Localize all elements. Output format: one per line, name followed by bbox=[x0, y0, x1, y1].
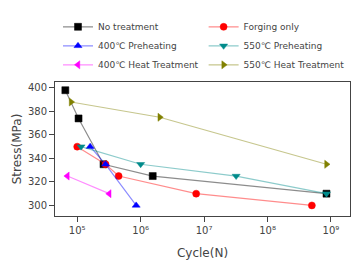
svg-text:10⁷: 10⁷ bbox=[196, 225, 213, 236]
svg-text:550℃ Heat Treatment: 550℃ Heat Treatment bbox=[244, 60, 345, 70]
svg-text:360: 360 bbox=[28, 129, 47, 140]
svg-text:320: 320 bbox=[28, 176, 47, 187]
svg-text:10⁵: 10⁵ bbox=[69, 225, 86, 236]
svg-text:Stress(MPa): Stress(MPa) bbox=[10, 114, 24, 185]
svg-text:300: 300 bbox=[28, 200, 47, 211]
svg-text:400℃ Preheating: 400℃ Preheating bbox=[98, 41, 177, 51]
svg-text:10⁶: 10⁶ bbox=[132, 225, 149, 236]
svg-text:380: 380 bbox=[28, 106, 47, 117]
svg-text:10⁸: 10⁸ bbox=[259, 225, 276, 236]
svg-text:340: 340 bbox=[28, 153, 47, 164]
svg-text:550℃ Preheating: 550℃ Preheating bbox=[244, 41, 323, 51]
svg-text:400: 400 bbox=[28, 82, 47, 93]
svg-text:Forging only: Forging only bbox=[244, 22, 300, 32]
svg-text:400℃ Heat Treatment: 400℃ Heat Treatment bbox=[98, 60, 199, 70]
svg-text:Cycle(N): Cycle(N) bbox=[177, 246, 228, 260]
svg-text:No treatment: No treatment bbox=[98, 22, 159, 32]
svg-text:10⁹: 10⁹ bbox=[323, 225, 340, 236]
